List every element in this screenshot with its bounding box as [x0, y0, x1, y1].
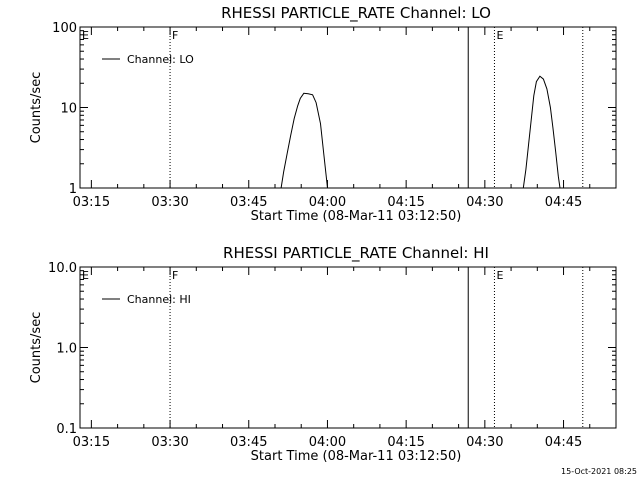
x-tick-label: 04:00 — [309, 195, 346, 210]
legend-entry: Channel: LO — [127, 53, 194, 66]
y-tick-label: 10 — [60, 102, 77, 117]
event-marker-label: E — [82, 29, 89, 42]
x-axis-label: Start Time (08-Mar-11 03:12:50) — [251, 209, 462, 224]
legend-entry: Channel: HI — [127, 293, 191, 306]
chart-title: RHESSI PARTICLE_RATE Channel: HI — [223, 244, 489, 263]
x-tick-label: 04:30 — [466, 435, 503, 450]
x-tick-label: 03:45 — [230, 195, 267, 210]
event-marker-label: E — [82, 269, 89, 282]
y-axis-label: Counts/sec — [29, 72, 44, 144]
y-axis-label: Counts/sec — [29, 312, 44, 384]
x-tick-label: 03:30 — [151, 435, 188, 450]
x-tick-label: 04:30 — [466, 195, 503, 210]
x-tick-label: 03:15 — [73, 435, 110, 450]
plot-frame — [79, 266, 617, 429]
plot-frame — [79, 26, 617, 189]
event-marker-label: E — [496, 269, 503, 282]
event-marker-label: F — [172, 29, 178, 42]
x-tick-label: 04:00 — [309, 435, 346, 450]
y-tick-label: 0.1 — [56, 422, 77, 437]
y-tick-label: 10.0 — [48, 261, 77, 276]
y-tick-label: 1 — [69, 182, 77, 197]
legend: Channel: HI — [102, 293, 191, 306]
chart-panel-hi: RHESSI PARTICLE_RATE Channel: HI 03:15 03:… — [29, 244, 617, 464]
x-axis-label: Start Time (08-Mar-11 03:12:50) — [251, 449, 462, 464]
y-tick-label: 1.0 — [56, 342, 77, 357]
footer-timestamp: 15-Oct-2021 08:25 — [561, 467, 637, 476]
x-tick-label: 03:15 — [73, 195, 110, 210]
x-tick-label: 03:45 — [230, 435, 267, 450]
x-tick-label: 03:30 — [151, 195, 188, 210]
legend: Channel: LO — [102, 53, 194, 66]
x-tick-label: 04:45 — [545, 195, 582, 210]
event-marker-label: E — [496, 29, 503, 42]
chart-title: RHESSI PARTICLE_RATE Channel: LO — [221, 4, 491, 23]
x-tick-label: 04:15 — [387, 435, 424, 450]
event-marker-label: F — [172, 269, 178, 282]
series-line — [280, 92, 328, 189]
x-tick-label: 04:45 — [545, 435, 582, 450]
x-tick-label: 04:15 — [387, 195, 424, 210]
chart-panel-lo: RHESSI PARTICLE_RATE Channel: LO 03:15 03:… — [29, 4, 617, 224]
y-tick-label: 100 — [52, 21, 77, 36]
series-line — [522, 75, 561, 189]
